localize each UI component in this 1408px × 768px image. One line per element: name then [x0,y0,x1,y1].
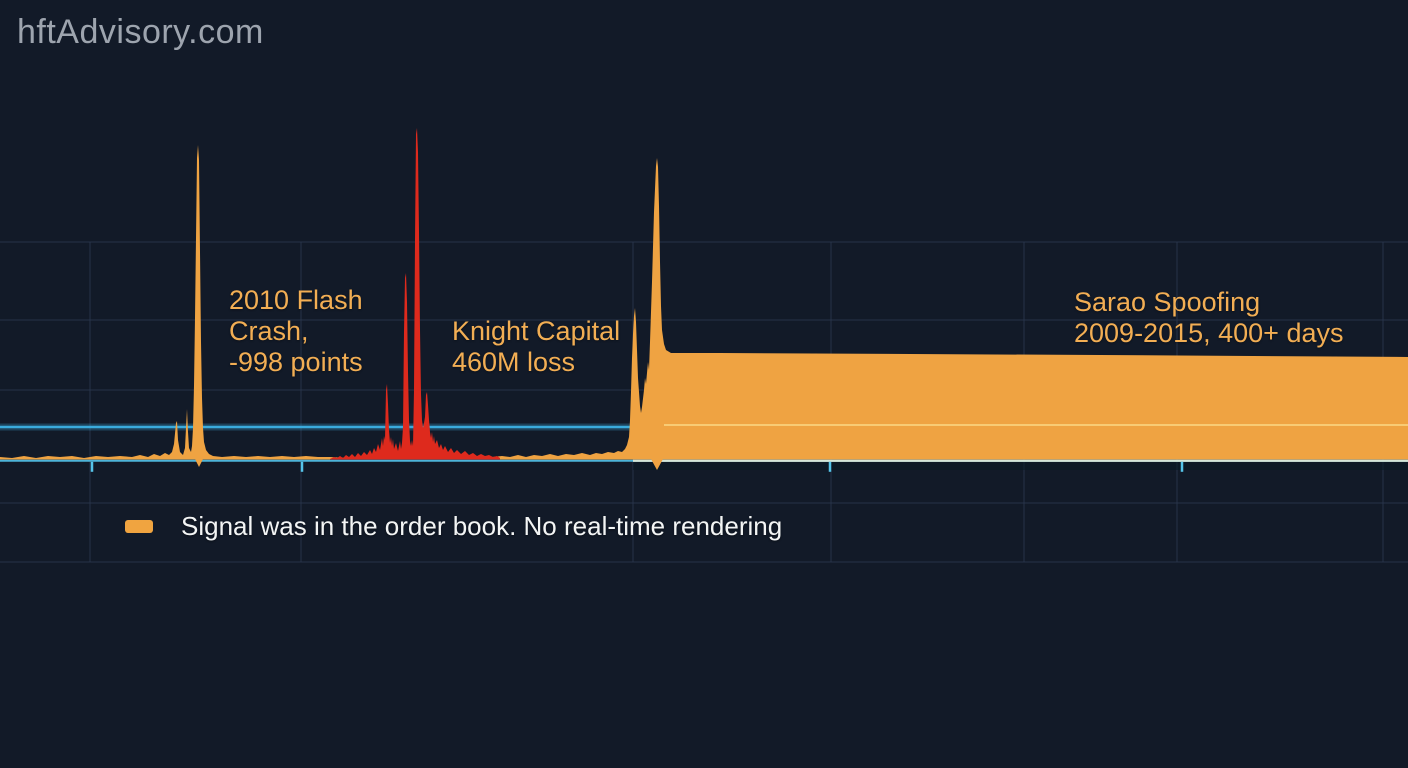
legend-swatch-icon [125,519,153,533]
annotation-knight-capital: Knight Capital 460M loss [452,316,620,378]
annotation-text-line: 460M loss [452,347,576,377]
annotation-text-line: 2010 Flash [229,285,363,315]
annotation-text-line: Knight Capital [452,316,621,346]
annotation-text-line: Sarao Spoofing [1074,287,1261,317]
legend: Signal was in the order book. No real-ti… [125,511,782,541]
annotation-text-line: -998 points [229,347,363,377]
annotation-text-line: Crash, [229,316,309,346]
legend-label: Signal was in the order book. No real-ti… [181,510,783,541]
watermark: hftAdvisory.com [17,13,264,51]
annotation-sarao-spoofing: Sarao Spoofing 2009-2015, 400+ days [1074,287,1343,349]
annotation-text-line: 2009-2015, 400+ days [1074,318,1344,348]
annotation-2010-flash-crash: 2010 Flash Crash, -998 points [229,285,363,378]
